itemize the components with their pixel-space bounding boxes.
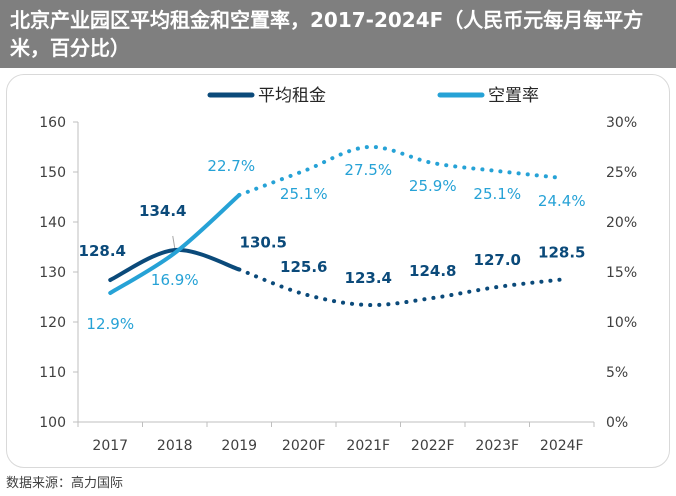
- data-label-vacancy: 25.9%: [409, 177, 457, 195]
- data-label-vacancy: 16.9%: [151, 271, 199, 289]
- data-label-rent: 127.0: [474, 251, 521, 269]
- x-tick-label: 2020F: [282, 438, 326, 454]
- y-right-tick-label: 30%: [606, 115, 637, 131]
- chart-title: 北京产业园区平均租金和空置率，2017-2024F（人民币元每月每平方米，百分比…: [10, 8, 644, 60]
- series-line-vacancy-actual: [108, 193, 242, 295]
- y-right-tick-label: 15%: [606, 265, 637, 281]
- data-label-vacancy: 25.1%: [473, 185, 521, 203]
- y-left-tick-label: 100: [39, 415, 66, 431]
- data-label-vacancy: 24.4%: [538, 192, 586, 210]
- x-tick-label: 2023F: [475, 438, 519, 454]
- legend-label-vacancy: 空置率: [488, 86, 539, 106]
- data-label-rent: 128.5: [538, 244, 585, 262]
- x-tick-label: 2018: [157, 438, 193, 454]
- data-label-rent: 134.4: [139, 202, 186, 220]
- y-left-tick-label: 160: [39, 115, 66, 131]
- data-label-vacancy: 27.5%: [344, 161, 392, 179]
- data-label-vacancy: 12.9%: [86, 315, 134, 333]
- y-right-tick-label: 10%: [606, 315, 637, 331]
- y-right-tick-label: 5%: [606, 365, 628, 381]
- chart-frame: [6, 74, 670, 468]
- leader-line: [172, 235, 176, 249]
- data-label-rent: 124.8: [409, 262, 456, 280]
- x-tick-label: 2022F: [411, 438, 455, 454]
- data-label-rent: 130.5: [240, 234, 287, 252]
- data-label-rent: 128.4: [79, 242, 126, 260]
- title-bar: 北京产业园区平均租金和空置率，2017-2024F（人民币元每月每平方米，百分比…: [0, 0, 676, 68]
- data-label-rent: 125.6: [280, 258, 327, 276]
- y-left-tick-label: 110: [39, 365, 66, 381]
- series-line-rent-forecast: [237, 267, 564, 308]
- y-right-tick-label: 20%: [606, 215, 637, 231]
- x-tick-label: 2021F: [346, 438, 390, 454]
- series-line-rent-actual: [108, 247, 242, 282]
- series-line-vacancy-forecast: [237, 144, 564, 197]
- y-left-tick-label: 130: [39, 265, 66, 281]
- x-tick-label: 2017: [92, 438, 128, 454]
- legend-label-rent: 平均租金: [258, 86, 326, 106]
- x-tick-label: 2024F: [540, 438, 584, 454]
- x-tick-label: 2019: [221, 438, 257, 454]
- y-left-tick-label: 150: [39, 165, 66, 181]
- y-right-tick-label: 0%: [606, 415, 628, 431]
- y-left-tick-label: 120: [39, 315, 66, 331]
- data-label-vacancy: 22.7%: [207, 157, 255, 175]
- y-left-tick-label: 140: [39, 215, 66, 231]
- source-note: 数据来源：高力国际: [6, 476, 124, 491]
- data-label-rent: 123.4: [345, 269, 392, 287]
- data-label-vacancy: 25.1%: [280, 185, 328, 203]
- y-right-tick-label: 25%: [606, 165, 637, 181]
